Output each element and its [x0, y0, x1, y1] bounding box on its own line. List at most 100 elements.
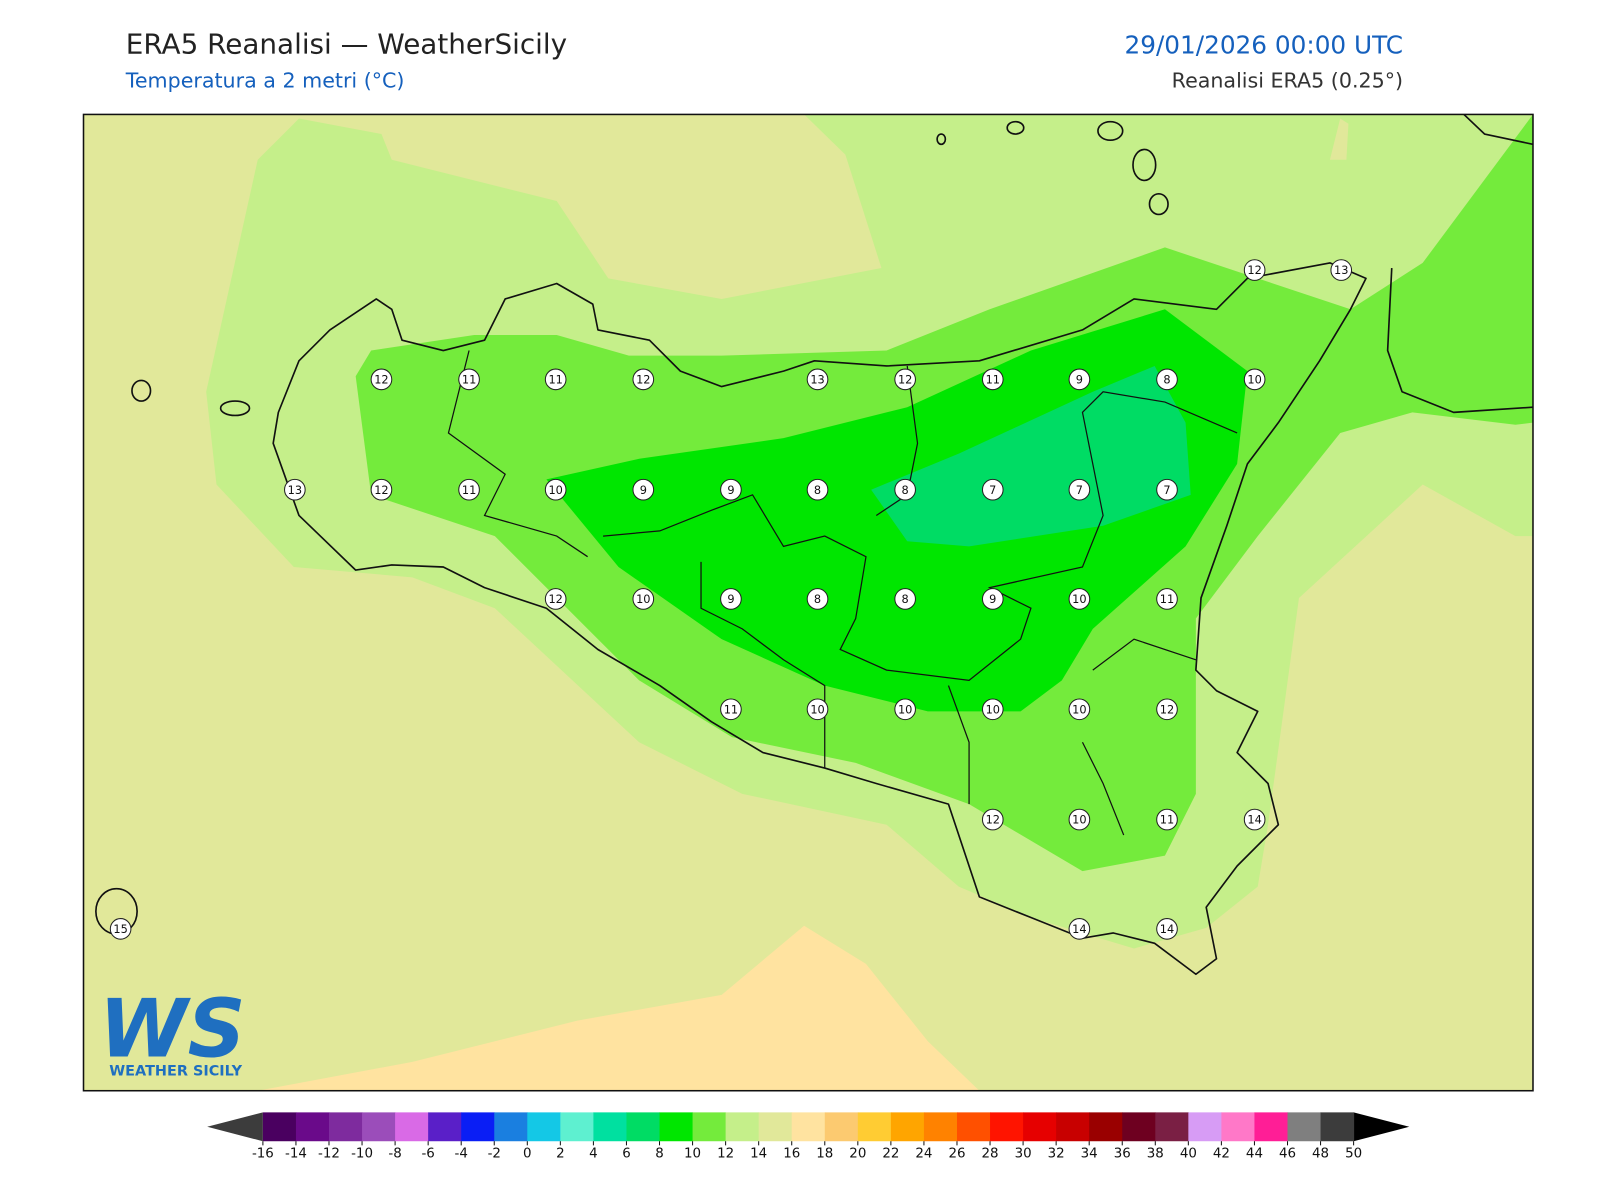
- colorbar-tick-label: 22: [882, 1147, 899, 1162]
- station-value: 10: [1247, 373, 1261, 387]
- colorbar-bin: [395, 1112, 429, 1142]
- field-6: [871, 365, 1191, 547]
- colorbar-bin: [428, 1112, 462, 1142]
- colorbar-under: [207, 1112, 263, 1142]
- station-marker: [458, 368, 480, 391]
- station-value: 7: [1076, 483, 1083, 497]
- station-marker: [1068, 698, 1091, 721]
- colorbar-tick-label: 24: [915, 1147, 932, 1162]
- station-marker: [109, 918, 132, 940]
- station-marker: [458, 478, 480, 501]
- station-marker: [720, 478, 742, 501]
- logo-mark: WS: [99, 982, 246, 1076]
- station-value: 12: [986, 813, 1000, 827]
- colorbar-bin: [1155, 1112, 1189, 1142]
- station-value: 10: [1072, 592, 1086, 606]
- station-value: 10: [636, 592, 650, 606]
- station-marker: [544, 478, 567, 501]
- colorbar-tick-label: 46: [1279, 1147, 1296, 1162]
- station-value: 14: [1247, 813, 1261, 827]
- station-value: 10: [1072, 702, 1086, 716]
- colorbar-bin: [362, 1112, 396, 1142]
- colorbar-over: [1353, 1112, 1410, 1142]
- station-value: 9: [727, 592, 734, 606]
- colorbar-tick-label: 36: [1114, 1147, 1131, 1162]
- colorbar-tick-label: 28: [982, 1147, 999, 1162]
- station-value: 8: [814, 483, 821, 497]
- field-16: [257, 925, 980, 1091]
- colorbar-tick-label: 42: [1213, 1147, 1230, 1162]
- station-marker: [894, 698, 916, 721]
- station-marker: [1068, 808, 1091, 831]
- colorbar-bin: [560, 1112, 594, 1142]
- colorbar-bin: [295, 1112, 330, 1142]
- station-value: 10: [1072, 813, 1086, 827]
- colorbar-bin: [494, 1112, 528, 1142]
- station-marker: [1068, 478, 1091, 501]
- station-marker: [1156, 808, 1178, 831]
- colorbar-tick-label: 12: [717, 1147, 734, 1162]
- station-value: 9: [1076, 373, 1083, 387]
- colorbar-tick-label: 6: [622, 1147, 631, 1162]
- colorbar-tick-label: 30: [1015, 1147, 1032, 1162]
- colorbar-bin: [1089, 1112, 1123, 1142]
- datetime: 29/01/2026 00:00 UTC: [1124, 31, 1403, 60]
- station-marker: [1156, 918, 1178, 940]
- coastline: [272, 262, 1367, 976]
- island: [219, 400, 251, 417]
- station-value: 9: [989, 592, 996, 606]
- source: Reanalisi ERA5 (0.25°): [1172, 69, 1403, 93]
- station-value: 11: [462, 483, 476, 497]
- station-value: 14: [1072, 922, 1086, 936]
- station-marker: [1068, 918, 1091, 940]
- station-value: 12: [898, 373, 912, 387]
- station-marker: [1068, 368, 1091, 391]
- colorbar-bin: [824, 1112, 859, 1142]
- colorbar-tick-label: 50: [1345, 1147, 1362, 1162]
- colorbar-bin: [692, 1112, 727, 1142]
- station-value: 11: [986, 373, 1000, 387]
- station-value: 15: [113, 922, 127, 936]
- colorbar-bin: [328, 1112, 363, 1142]
- station-value: 13: [1334, 263, 1348, 277]
- station-marker: [806, 588, 829, 610]
- map: 12 13 12 11 11 12 13 12 11 9 8 10 13 12 11 10 9 9 8 8 7 7 7 12 1…: [83, 114, 1533, 1091]
- island: [1148, 192, 1169, 216]
- colorbar-tick-label: 32: [1048, 1147, 1065, 1162]
- station-marker: [1243, 808, 1266, 831]
- colorbar-tick-label: 14: [750, 1147, 767, 1162]
- station-marker: [1068, 588, 1091, 610]
- colorbar-bin: [791, 1112, 826, 1142]
- station-marker: [370, 368, 393, 391]
- colorbar-bin: [593, 1112, 627, 1142]
- station-value: 8: [902, 483, 909, 497]
- station-marker: [981, 808, 1004, 831]
- station-marker: [632, 588, 655, 610]
- station-marker: [1156, 588, 1178, 610]
- colorbar-bin: [1287, 1112, 1322, 1142]
- colorbar-bin: [527, 1112, 561, 1142]
- coastline: [1386, 114, 1533, 414]
- station-value: 10: [898, 702, 912, 716]
- colorbar-tick-label: -12: [318, 1147, 340, 1162]
- colorbar-tick-label: 38: [1147, 1147, 1164, 1162]
- colorbar-tick-label: 10: [684, 1147, 701, 1162]
- colorbar-bin: [956, 1112, 991, 1142]
- station-marker: [720, 698, 742, 721]
- station-value: 8: [902, 592, 909, 606]
- logo-name: WEATHER SICILY: [109, 1063, 242, 1079]
- island: [1006, 120, 1025, 135]
- station-marker: [632, 478, 655, 501]
- colorbar-bin: [1056, 1112, 1090, 1142]
- island: [936, 133, 947, 146]
- station-value: 11: [724, 702, 738, 716]
- station-value: 9: [727, 483, 734, 497]
- colorbar-tick-label: 18: [816, 1147, 833, 1162]
- station-marker: [981, 368, 1004, 391]
- island: [131, 379, 152, 402]
- colorbar-tick-label: 8: [655, 1147, 664, 1162]
- colorbar-bin: [890, 1112, 925, 1142]
- station-value: 14: [1160, 922, 1174, 936]
- station-marker: [544, 368, 567, 391]
